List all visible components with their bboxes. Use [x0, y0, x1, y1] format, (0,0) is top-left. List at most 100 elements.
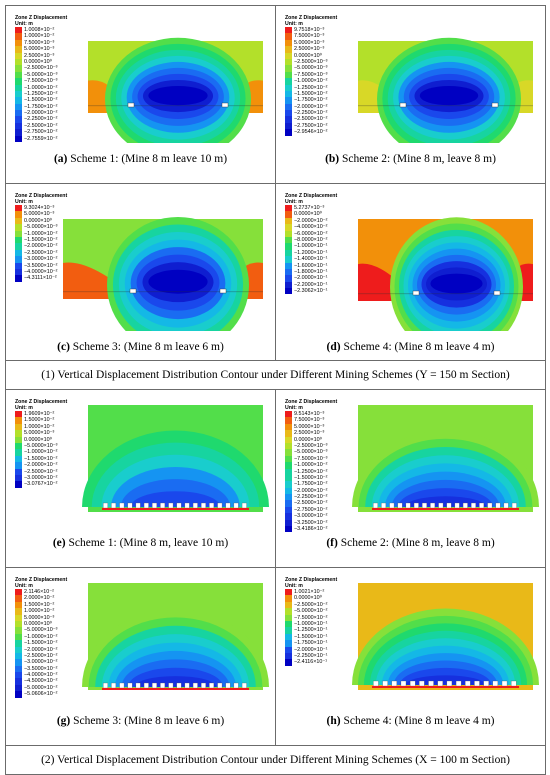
legend-entry: 5.0000×10⁻³ — [15, 46, 67, 53]
legend-entry: −1.2500×10⁻² — [285, 84, 337, 91]
legend-entry: −2.7559×10⁻² — [15, 135, 67, 143]
mined-room — [455, 680, 462, 687]
legend-swatch — [15, 205, 22, 212]
legend-label: −1.6000×10⁻¹ — [294, 262, 328, 269]
legend-label: −5.0000×10⁻³ — [24, 224, 58, 231]
legend-label: −2.5000×10⁻³ — [294, 442, 328, 449]
legend-swatch — [285, 116, 292, 123]
legend-label: −1.0000×10⁻¹ — [294, 243, 328, 250]
legend-entry: −5.0000×10⁻³ — [15, 224, 67, 231]
legend-label: −1.2500×10⁻¹ — [294, 627, 328, 634]
displacement-contour — [419, 85, 479, 106]
displacement-contour — [148, 269, 208, 294]
legend-swatch — [15, 449, 22, 456]
legend-label: 5.0000×10⁻³ — [24, 430, 55, 437]
mined-room — [119, 682, 125, 689]
panel-caption: (f) Scheme 2: (Mine 8 m, leave 8 m) — [276, 537, 545, 549]
contour-graphic — [358, 37, 533, 143]
legend-entry: 1.0021×10⁻² — [285, 589, 337, 596]
legend-entry: −1.0000×10⁻¹ — [285, 243, 337, 250]
legend-label: 9.7518×10⁻³ — [294, 27, 325, 33]
legend-swatch — [15, 633, 22, 641]
mined-room — [217, 682, 223, 689]
floor-heave-band — [372, 508, 519, 510]
legend-swatch — [15, 595, 22, 602]
legend-swatch — [285, 71, 292, 79]
legend-swatch — [285, 275, 292, 282]
legend-label: −2.5000×10⁻² — [24, 652, 58, 659]
legend-swatch — [15, 646, 22, 653]
contour-plot: Zone Z Displacement Unit: m 9.7518×10⁻³ 7.5… — [283, 13, 539, 143]
panel-caption: (b) Scheme 2: (Mine 8 m, leave 8 m) — [276, 153, 545, 165]
legend-swatch — [285, 288, 292, 295]
mined-room — [217, 502, 223, 509]
legend-swatch — [15, 256, 22, 263]
legend-swatch — [285, 84, 292, 91]
legend-entry: −2.2500×10⁻¹ — [285, 652, 337, 660]
coal-pillar — [221, 102, 229, 108]
legend-entry: 2.0000×10⁻² — [15, 595, 67, 602]
legend-entry: −2.5000×10⁻² — [15, 468, 67, 475]
legend-swatch — [15, 417, 22, 424]
legend-unit: Unit: m — [285, 405, 303, 411]
legend-entry: 5.0000×10⁻³ — [15, 430, 67, 437]
legend-label: −1.2000×10⁻¹ — [294, 249, 328, 256]
legend-label: 7.5000×10⁻³ — [294, 417, 325, 424]
legend-label: −1.5000×10⁻² — [24, 97, 58, 104]
legend-entry: −2.5000×10⁻³ — [15, 65, 67, 72]
legend-label: −2.0000×10⁻¹ — [294, 646, 328, 653]
legend-swatch — [285, 249, 292, 257]
panel-caption: (e) Scheme 1: (Mine 8 m, leave 10 m) — [6, 537, 275, 549]
legend-entry: 1.0000×10⁻² — [15, 33, 67, 40]
legend-label: −5.0000×10⁻³ — [294, 65, 328, 72]
legend-label: −2.2500×10⁻² — [294, 110, 328, 117]
legend-entry: −6.0000×10⁻² — [285, 230, 337, 237]
legend-entry: −1.5000×10⁻² — [15, 97, 67, 104]
legend-label: 0.0000×10⁰ — [24, 217, 52, 224]
seam-line — [63, 291, 263, 293]
legend-swatch — [15, 129, 22, 136]
legend-swatch — [285, 256, 292, 263]
color-legend: Zone Z Displacement Unit: m 2.1146×10⁻² 2.0… — [15, 577, 67, 698]
legend-swatch — [15, 275, 22, 282]
legend-entry: −4.0000×10⁻² — [15, 672, 67, 679]
panel-caption: (d) Scheme 4: (Mine 8 m leave 4 m) — [276, 341, 545, 353]
legend-label: −1.0000×10⁻² — [24, 449, 58, 456]
panel-caption-text: Scheme 3: (Mine 8 m leave 6 m) — [69, 341, 224, 353]
legend-label: 0.0000×10⁰ — [24, 620, 52, 627]
seam-line — [358, 105, 533, 107]
legend-swatch — [15, 601, 22, 609]
legend-label: −2.2500×10⁻² — [294, 494, 328, 501]
legend-swatch — [285, 417, 292, 424]
mined-room — [462, 502, 468, 509]
legend-label: −2.7500×10⁻² — [294, 122, 328, 129]
mined-room — [127, 502, 133, 509]
legend-label: −3.0000×10⁻² — [24, 659, 58, 666]
legend-swatch — [15, 481, 22, 488]
legend-label: −2.3062×10⁻¹ — [294, 288, 328, 295]
legend-label: −1.5000×10⁻² — [294, 90, 328, 97]
mined-room — [400, 680, 407, 687]
legend-entry: −1.0000×10⁻² — [285, 78, 337, 85]
legend-label: −2.7500×10⁻² — [24, 129, 58, 136]
seam-line — [358, 293, 533, 295]
legend-entry: 5.0000×10⁻³ — [15, 211, 67, 218]
legend-entry: −2.0000×10⁻¹ — [285, 275, 337, 282]
legend-label: −2.2500×10⁻¹ — [294, 652, 328, 659]
legend-label: −2.0000×10⁻² — [294, 217, 328, 224]
legend-label: −2.5000×10⁻³ — [24, 65, 58, 72]
legend-label: −1.7500×10⁻² — [294, 97, 328, 104]
legend-label: −2.5000×10⁻² — [24, 468, 58, 475]
contour-graphic — [352, 405, 539, 512]
legend-label: −7.5000×10⁻³ — [294, 71, 328, 78]
legend-swatch — [15, 608, 22, 615]
legend-entry: −2.0000×10⁻² — [15, 462, 67, 469]
contour-plot: Zone Z Displacement Unit: m 5.2737×10⁻³ 0.0… — [283, 191, 539, 331]
legend-swatch — [15, 52, 22, 59]
legend-label: 5.0000×10⁻³ — [294, 423, 325, 430]
mined-room — [430, 502, 436, 509]
panel-f: Zone Z Displacement Unit: m 9.5143×10⁻³ 7.5… — [276, 390, 545, 567]
legend-entry: −2.2500×10⁻² — [15, 116, 67, 123]
mined-room — [225, 682, 231, 689]
